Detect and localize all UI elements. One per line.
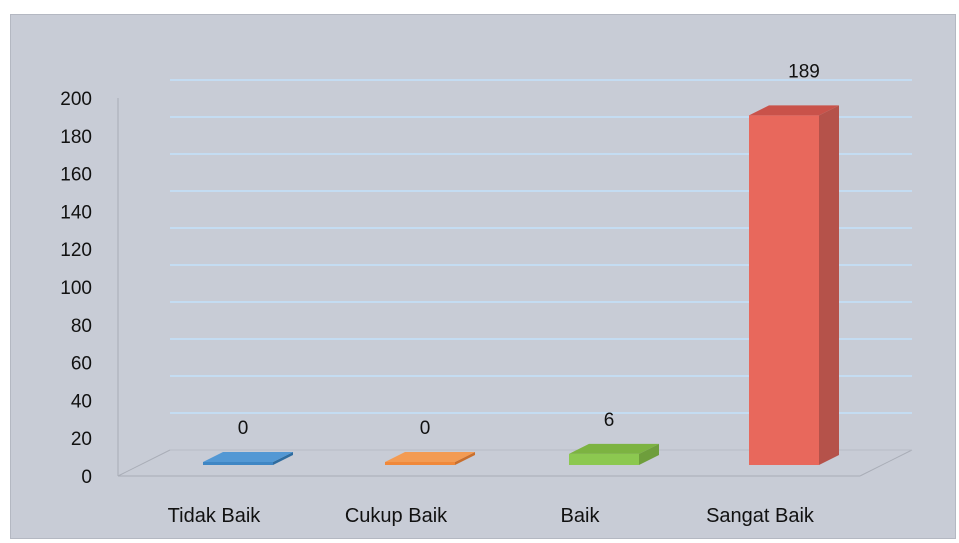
bar-top-face	[203, 452, 293, 462]
bar-front-face	[203, 462, 273, 465]
data-label: 0	[420, 418, 431, 439]
y-tick-label: 60	[71, 354, 92, 375]
bar-top-face	[385, 452, 475, 462]
bar-side-face	[273, 452, 293, 465]
bar-top-face	[569, 443, 659, 454]
category-label: Cukup Baik	[345, 505, 448, 527]
y-axis-ticks: 0 20 40 60 80 100 120 140 160 180 200	[60, 89, 92, 488]
bar-tidak-baik	[203, 452, 293, 465]
category-label: Sangat Baik	[706, 505, 815, 527]
bars	[203, 105, 839, 465]
bar-top-face	[749, 105, 839, 116]
y-tick-label: 0	[81, 467, 92, 488]
bar-baik	[569, 443, 659, 465]
data-label: 0	[238, 418, 249, 439]
y-tick-label: 180	[60, 127, 92, 148]
y-tick-label: 100	[60, 278, 92, 299]
bar-sangat-baik	[749, 105, 839, 465]
y-tick-label: 120	[60, 240, 92, 261]
bar-front-face	[569, 453, 639, 465]
floor-left-edge	[117, 449, 171, 477]
data-label: 6	[604, 410, 615, 431]
data-labels: 0 0 6 189	[238, 61, 820, 439]
y-tick-label: 160	[60, 165, 92, 186]
bar-cukup-baik	[385, 452, 475, 465]
bar-side-face	[639, 443, 659, 465]
y-tick-label: 20	[71, 429, 92, 450]
y-tick-label: 140	[60, 202, 92, 223]
y-tick-label: 200	[60, 89, 92, 110]
y-tick-label: 80	[71, 316, 92, 337]
category-label: Tidak Baik	[168, 505, 262, 527]
bar-front-face	[385, 462, 455, 465]
data-label: 189	[788, 61, 820, 82]
y-tick-label: 40	[71, 391, 92, 412]
floor-right-edge	[859, 449, 913, 477]
bar-side-face	[819, 105, 839, 465]
x-axis-categories: Tidak Baik Cukup Baik Baik Sangat Baik	[168, 505, 815, 527]
bar-side-face	[455, 452, 475, 465]
category-label: Baik	[561, 505, 601, 527]
bar-front-face	[749, 115, 819, 465]
